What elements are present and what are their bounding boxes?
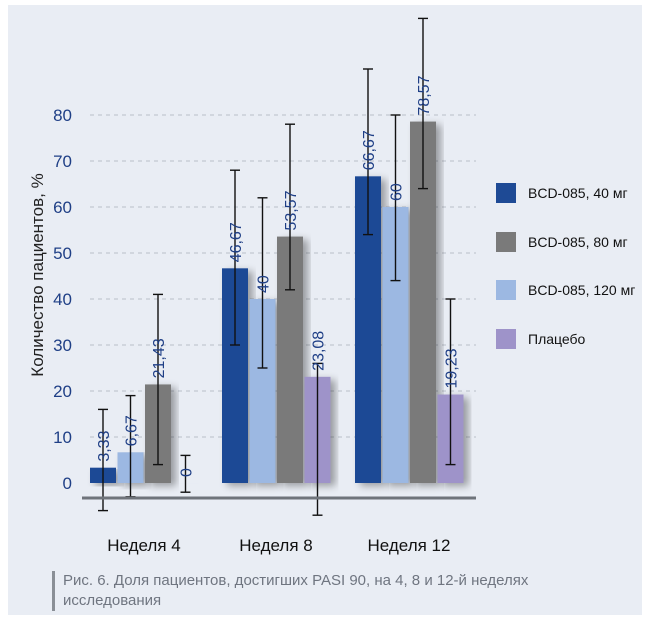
y-tick-label: 10 xyxy=(53,428,72,447)
bars xyxy=(90,121,464,484)
x-tick-label: Неделя 4 xyxy=(107,536,180,555)
error-bars xyxy=(98,17,456,516)
value-label: 66,67 xyxy=(361,130,378,170)
value-label: 23,08 xyxy=(311,331,328,371)
legend: BCD-085, 40 мг BCD-085, 80 мг BCD-085, 120… xyxy=(496,183,635,349)
y-tick-label: 60 xyxy=(53,198,72,217)
value-labels: 3,33 6,67 21,43 0 46,67 40 53,57 23,08 66,67 60 78… xyxy=(96,75,461,477)
legend-label: BCD-085, 80 мг xyxy=(528,234,628,250)
legend-label: BCD-085, 40 мг xyxy=(528,185,628,201)
value-label: 0 xyxy=(179,468,196,477)
figure-panel: 0 10 20 30 40 50 60 70 80 3,33 6,67 21,43 0 46,67 40 5… xyxy=(8,5,642,615)
bar-chart: 0 10 20 30 40 50 60 70 80 3,33 6,67 21,43 0 46,67 40 5… xyxy=(28,17,635,555)
y-tick-label: 40 xyxy=(53,290,72,309)
legend-swatch xyxy=(496,329,516,349)
caption-line-1: Рис. 6. Доля пациентов, достигших PASI 9… xyxy=(63,572,529,589)
y-tick-label: 80 xyxy=(53,106,72,125)
legend-swatch xyxy=(496,232,516,252)
y-tick-label: 30 xyxy=(53,336,72,355)
y-tick-label: 70 xyxy=(53,152,72,171)
y-tick-label: 0 xyxy=(63,474,72,493)
caption-line-2: исследования xyxy=(63,592,162,609)
y-tick-label: 20 xyxy=(53,382,72,401)
value-label: 46,67 xyxy=(228,222,245,262)
value-label: 3,33 xyxy=(96,430,113,461)
figure-caption: Рис. 6. Доля пациентов, достигших PASI 9… xyxy=(52,571,623,611)
legend-swatch xyxy=(496,280,516,300)
legend-label: BCD-085, 120 мг xyxy=(528,282,635,298)
value-label: 19,23 xyxy=(444,348,461,388)
value-label: 6,67 xyxy=(124,415,141,446)
legend-label: Плацебо xyxy=(528,331,586,347)
x-tick-label: Неделя 12 xyxy=(368,536,451,555)
value-label: 40 xyxy=(256,275,273,293)
value-label: 60 xyxy=(389,183,406,201)
y-axis-ticks: 0 10 20 30 40 50 60 70 80 xyxy=(53,106,72,493)
value-label: 53,57 xyxy=(283,190,300,230)
x-axis-ticks: Неделя 4 Неделя 8 Неделя 12 xyxy=(107,536,450,555)
value-label: 78,57 xyxy=(416,75,433,115)
y-axis-label: Количество пациентов, % xyxy=(28,173,47,376)
legend-swatch xyxy=(496,183,516,203)
value-label: 21,43 xyxy=(151,338,168,378)
x-tick-label: Неделя 8 xyxy=(239,536,312,555)
y-tick-label: 50 xyxy=(53,244,72,263)
